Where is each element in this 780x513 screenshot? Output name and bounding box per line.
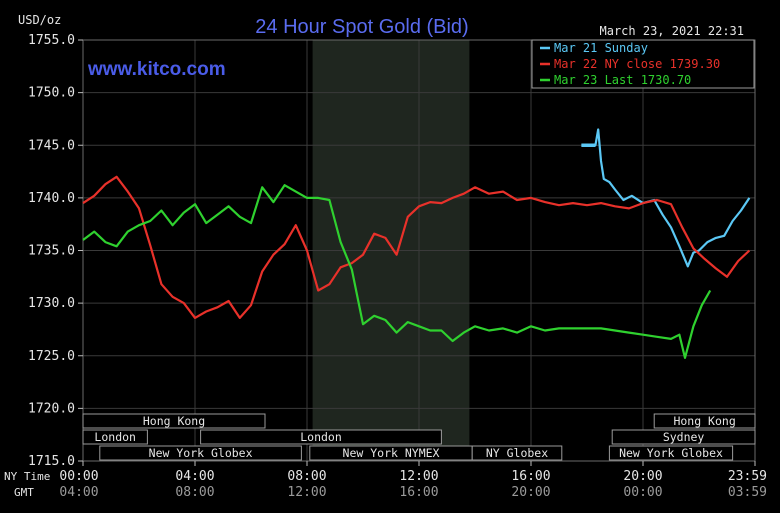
y-axis: 1755.0 1750.0 1745.0 1740.0 1735.0 1730.0 1725… [28,33,83,469]
y-tick-label: 1730.0 [28,296,75,311]
session-bar [611,429,756,445]
y-axis-unit-label: USD/oz [18,13,61,27]
x-tick-label-ny: 12:00 [399,469,438,484]
series-lines [82,128,751,359]
x-tick-label-gmt: 12:00 [287,485,326,500]
legend-entry-mar23: Mar 23 Last 1730.70 [554,73,691,87]
session-label: New York NYMEX [343,446,440,460]
x-tick-label-ny: 16:00 [511,469,550,484]
y-tick-label: 1735.0 [28,244,75,259]
session-label: Hong Kong [673,414,735,428]
legend: Mar 21 Sunday Mar 22 NY close 1739.30 Ma… [531,39,755,89]
session-bar [82,413,266,429]
x-tick-label-ny: 04:00 [175,469,214,484]
session-label: London [300,430,342,444]
x-tick-label-ny: 00:00 [59,469,98,484]
session-bar [82,429,148,445]
y-tick-label: 1755.0 [28,33,75,48]
session-bar [471,445,563,461]
x-tick-label-gmt: 16:00 [399,485,438,500]
x-tick-label-gmt: 03:59 [728,485,767,500]
watermark-text: www.kitco.com [87,59,226,80]
x-tick-label-gmt: 04:00 [59,485,98,500]
x-tick-label-ny: 23:59 [728,469,767,484]
series-line-0 [581,128,751,268]
x-row-label-ny: NY Time [4,470,50,483]
legend-box [531,39,755,89]
chart-title: 24 Hour Spot Gold (Bid) [255,16,468,38]
x-tick-label-gmt: 20:00 [511,485,550,500]
y-tick-label: 1750.0 [28,86,75,101]
session-bar [99,445,302,461]
series-line-2 [82,184,712,359]
session-label: New York Globex [619,446,723,460]
session-bar [608,445,734,461]
x-axis: NY TimeGMT00:0004:0004:0008:0008:0012:00… [4,461,767,500]
y-tick-label: 1740.0 [28,191,75,206]
x-row-label-gmt: GMT [14,486,34,499]
session-label: Hong Kong [143,414,205,428]
session-bar [200,429,442,445]
legend-entry-mar21: Mar 21 Sunday [554,41,648,55]
x-tick-label-ny: 08:00 [287,469,326,484]
y-tick-label: 1715.0 [28,454,75,469]
session-label: NY Globex [486,446,548,460]
session-label: New York Globex [149,446,253,460]
x-tick-label-gmt: 00:00 [623,485,662,500]
x-tick-label-ny: 20:00 [623,469,662,484]
y-tick-label: 1720.0 [28,401,75,416]
series-line-1 [82,175,751,319]
x-tick-label-gmt: 08:00 [175,485,214,500]
market-sessions: Hong Kong Hong Kong London London Sydney New … [82,413,756,461]
y-tick-label: 1725.0 [28,349,75,364]
y-tick-label: 1745.0 [28,138,75,153]
session-bar [653,413,756,429]
chart-timestamp: March 23, 2021 22:31 [600,24,745,38]
session-label: London [94,430,136,444]
legend-entry-mar22: Mar 22 NY close 1739.30 [554,57,720,71]
session-label: Sydney [663,430,705,444]
